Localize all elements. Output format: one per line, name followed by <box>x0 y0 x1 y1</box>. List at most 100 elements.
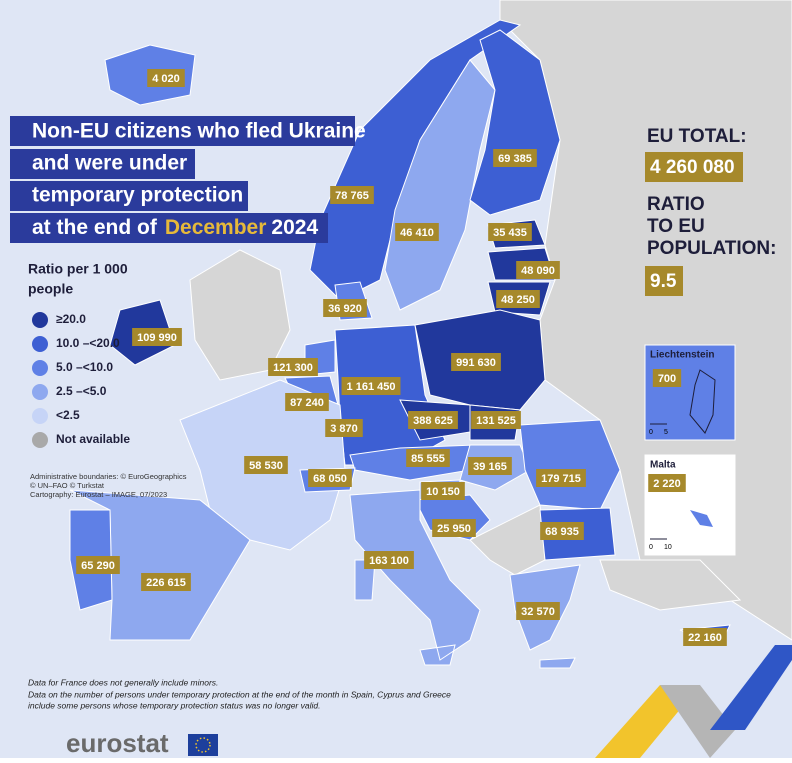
region <box>384 59 496 311</box>
region-value: 32 570 <box>521 606 555 618</box>
label-bg <box>421 482 465 500</box>
region <box>469 29 561 216</box>
label-bg <box>285 393 329 411</box>
region-value: 48 090 <box>521 265 555 277</box>
notes: Data for France does not generally inclu… <box>28 677 451 710</box>
eu-stars <box>195 737 211 753</box>
legend-label: 5.0 –<10.0 <box>56 360 113 374</box>
region-value: 991 630 <box>456 357 496 369</box>
ratio-label: RATIO <box>647 194 705 215</box>
label-bg <box>330 186 374 204</box>
label-bg <box>76 556 120 574</box>
scale-label: 0 <box>649 429 653 436</box>
note: Data on the number of persons under temp… <box>28 689 451 699</box>
label-bg <box>325 419 363 437</box>
ratio-label: POPULATION: <box>647 238 776 259</box>
insets: Liechtenstein 700 0 5 Malta 2 220 0 10 <box>644 344 736 556</box>
title-bg <box>10 213 328 243</box>
scale-label: 0 <box>649 544 653 551</box>
note: Data for France does not generally inclu… <box>28 677 218 687</box>
region-value: 25 950 <box>437 523 471 535</box>
label-bg <box>488 223 532 241</box>
region-value: 2 220 <box>653 478 681 490</box>
label-bg <box>244 456 288 474</box>
stripe <box>660 685 735 758</box>
title-month: December <box>165 216 267 239</box>
label-bg <box>536 469 586 487</box>
inset-shape <box>690 510 713 527</box>
region-value: 109 990 <box>137 332 177 344</box>
label-bg <box>471 411 521 429</box>
region-value: 65 290 <box>81 560 115 572</box>
label-bg <box>652 369 682 387</box>
legend-label: 10.0 –<20.0 <box>56 336 120 350</box>
eu-total-label: EU TOTAL: <box>647 126 747 147</box>
region-value: 4 020 <box>152 73 180 85</box>
legend-swatch <box>32 384 48 400</box>
region-value: 69 385 <box>498 153 532 165</box>
legend-label: Not available <box>56 432 130 446</box>
region-value: 179 715 <box>541 473 581 485</box>
region-value: 226 615 <box>146 577 186 589</box>
source-line: Administrative boundaries: © EuroGeograp… <box>30 472 187 481</box>
eu-total: 4 260 080 <box>650 157 735 178</box>
ratio: 9.5 <box>650 271 677 292</box>
scale-label: 10 <box>664 544 672 551</box>
legend-label: 2.5 –<5.0 <box>56 384 107 398</box>
title-line: temporary protection <box>32 184 243 207</box>
label-bg <box>432 519 476 537</box>
label-bg <box>408 411 458 429</box>
region-value: 78 765 <box>335 190 369 202</box>
label-bg <box>683 628 727 646</box>
label-bg <box>141 573 191 591</box>
region-value: 388 625 <box>413 415 453 427</box>
label-bg <box>496 290 540 308</box>
region-value: 46 410 <box>400 227 434 239</box>
label-bg <box>364 551 414 569</box>
label-bg <box>451 353 501 371</box>
logo: eurostat <box>66 728 169 758</box>
title-bg <box>10 181 248 211</box>
regions: 4 020 78 765 46 410 69 385 35 435 48 090 48 25… <box>69 19 731 669</box>
title-box: Non-EU citizens who fled Ukraine and wer… <box>10 116 366 243</box>
title-line: and were under <box>32 152 187 175</box>
label-bg <box>406 449 450 467</box>
legend-label: ≥20.0 <box>56 312 86 326</box>
title-bg <box>10 116 355 146</box>
ratio-label: TO EU <box>647 216 705 237</box>
inset-frame <box>644 454 736 556</box>
great-britain <box>189 249 291 381</box>
region-value: 85 555 <box>411 453 445 465</box>
label-bg <box>132 328 182 346</box>
region-value: 131 525 <box>476 415 516 427</box>
legend-swatch <box>32 336 48 352</box>
inset-title: Liechtenstein <box>650 350 714 361</box>
label-bg <box>648 474 686 492</box>
label-bg <box>323 299 367 317</box>
label-bg <box>308 469 352 487</box>
title-bg <box>10 149 195 179</box>
region-value: 48 250 <box>501 294 535 306</box>
sources: Administrative boundaries: © EuroGeograp… <box>30 472 187 499</box>
region-value: 36 920 <box>328 303 362 315</box>
region-value: 68 050 <box>313 473 347 485</box>
source-line: © UN–FAO © Turkstat <box>30 481 105 490</box>
title-line: at the end of <box>32 216 158 239</box>
title-line: at the end of December 2024 <box>32 216 318 239</box>
label-bg <box>516 602 560 620</box>
stripe <box>710 645 792 730</box>
region-value: 87 240 <box>290 397 324 409</box>
inset-shape <box>689 369 716 434</box>
label-bg <box>468 457 512 475</box>
turkey <box>599 559 742 611</box>
region-value: 163 100 <box>369 555 409 567</box>
label-bg <box>516 261 560 279</box>
region-value: 58 530 <box>249 460 283 472</box>
note: include some persons whose temporary pro… <box>28 700 320 710</box>
region-value: 121 300 <box>273 362 313 374</box>
legend-swatch <box>32 408 48 424</box>
legend-swatch <box>32 312 48 328</box>
label-bg <box>540 522 584 540</box>
